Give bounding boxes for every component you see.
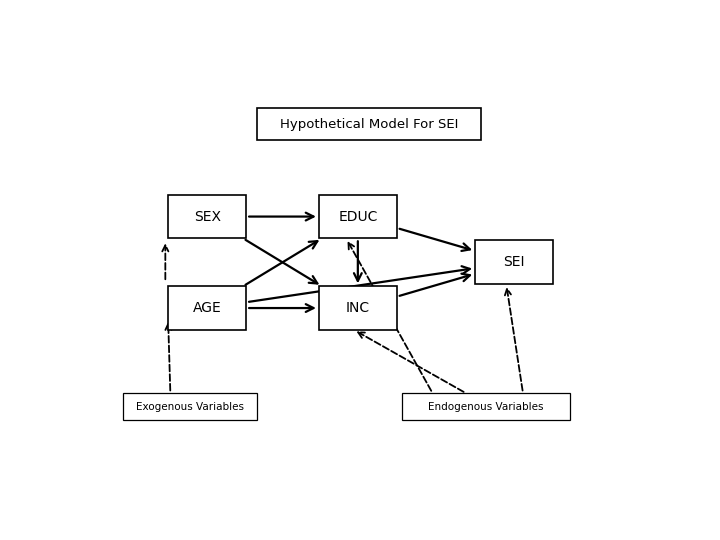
FancyBboxPatch shape — [124, 393, 258, 420]
Text: Hypothetical Model For SEI: Hypothetical Model For SEI — [280, 118, 458, 131]
FancyBboxPatch shape — [319, 286, 397, 330]
FancyBboxPatch shape — [168, 195, 246, 238]
Text: AGE: AGE — [193, 301, 222, 315]
FancyBboxPatch shape — [402, 393, 570, 420]
Text: Exogenous Variables: Exogenous Variables — [137, 402, 245, 412]
FancyBboxPatch shape — [168, 286, 246, 330]
Text: SEX: SEX — [194, 210, 220, 224]
FancyBboxPatch shape — [475, 240, 553, 284]
Text: Endogenous Variables: Endogenous Variables — [428, 402, 544, 412]
Text: INC: INC — [346, 301, 370, 315]
Text: SEI: SEI — [503, 255, 525, 269]
FancyBboxPatch shape — [258, 109, 481, 140]
FancyBboxPatch shape — [319, 195, 397, 238]
Text: EDUC: EDUC — [338, 210, 377, 224]
